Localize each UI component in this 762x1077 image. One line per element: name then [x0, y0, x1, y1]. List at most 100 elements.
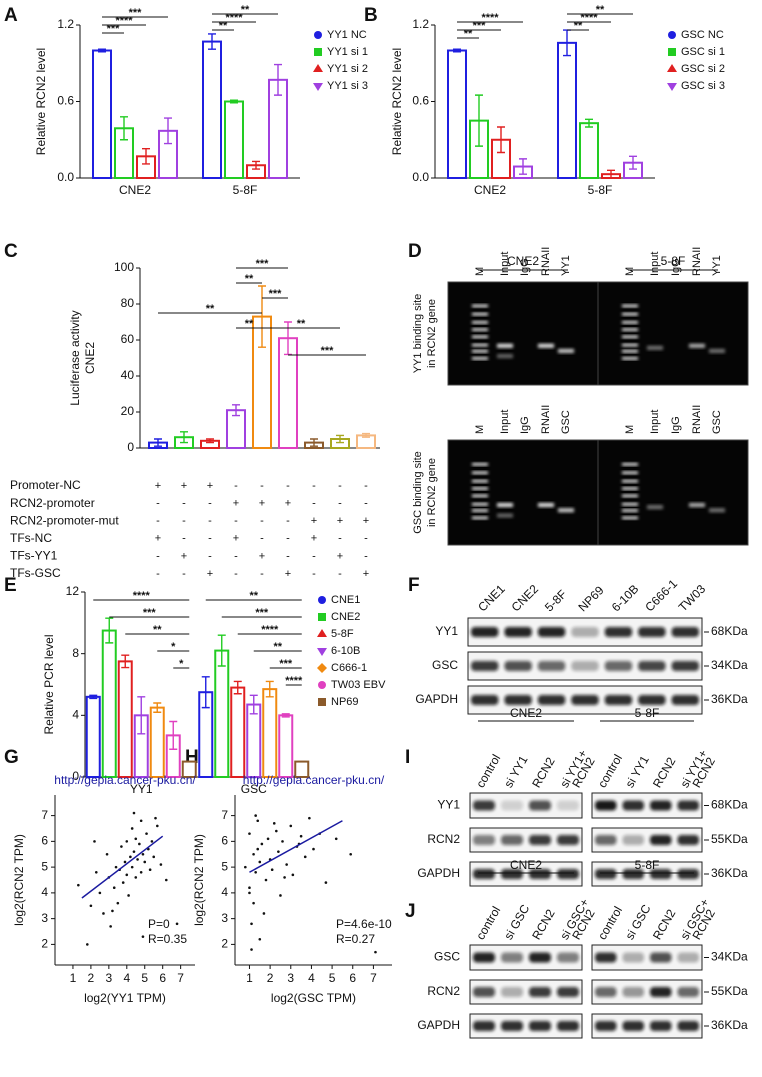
gel-band — [472, 479, 488, 483]
point — [248, 886, 251, 890]
blot-band — [473, 869, 495, 879]
condition-value: - — [312, 498, 316, 510]
point — [114, 865, 118, 869]
error-bar — [120, 116, 128, 141]
blot-band — [595, 987, 617, 997]
blot-band — [677, 987, 699, 997]
point — [145, 832, 148, 835]
significance-label: *** — [143, 607, 157, 619]
gel-band — [472, 312, 488, 316]
x-tick-label: 5 — [141, 971, 148, 985]
condition-value: - — [338, 533, 342, 545]
stat-label: P=0 — [148, 917, 170, 931]
condition-value: + — [181, 550, 187, 562]
legend-label: YY1 si 3 — [327, 80, 368, 92]
legend-marker — [667, 64, 677, 72]
point — [141, 852, 145, 856]
condition-value: - — [338, 480, 342, 492]
legend-label: GSC si 2 — [681, 63, 725, 75]
condition-value: - — [156, 498, 160, 510]
condition-value: - — [338, 568, 342, 580]
significance-label: **** — [115, 15, 133, 27]
gel-band — [622, 343, 638, 347]
row-label: GAPDH — [417, 866, 460, 880]
error-bar — [233, 680, 242, 695]
significance-label: ** — [245, 273, 254, 285]
legend-label: TW03 EBV — [331, 679, 386, 691]
condition-name: TFs-YY1 — [10, 549, 58, 563]
legend-marker — [318, 698, 326, 706]
size-label: 36KDa — [711, 1018, 748, 1032]
gel-band — [647, 345, 663, 350]
significance-label: ** — [297, 318, 306, 330]
gel-band — [622, 335, 638, 339]
error-bar — [230, 99, 238, 104]
gel-band — [689, 503, 705, 507]
blot-band — [650, 987, 672, 997]
blot-band — [622, 1021, 644, 1031]
y-axis-label: Relative RCN2 level — [390, 48, 404, 155]
legend-marker — [318, 681, 326, 689]
gel-band — [472, 335, 488, 339]
bar — [101, 629, 117, 779]
point — [136, 858, 139, 861]
y-tick-label: 80 — [121, 296, 135, 310]
blot-band — [473, 952, 495, 963]
blot-band — [650, 800, 672, 811]
point — [102, 912, 105, 915]
gel-band — [472, 516, 488, 520]
y-axis-label: CNE2 — [83, 342, 97, 374]
size-label: 68KDa — [711, 798, 748, 812]
point — [130, 865, 134, 869]
point — [86, 943, 89, 946]
condition-value: - — [338, 498, 342, 510]
error-bar — [475, 94, 483, 147]
error-bar — [208, 33, 216, 50]
y-tick-label: 0.6 — [412, 94, 429, 108]
point — [248, 891, 251, 895]
gel-band — [622, 479, 638, 483]
blot-band — [529, 835, 551, 845]
significance-label: **** — [261, 624, 279, 636]
condition-value: + — [285, 568, 291, 580]
panel-label: B — [364, 5, 378, 26]
blot-band — [504, 695, 532, 705]
y-tick-label: 5 — [41, 859, 48, 873]
point — [164, 878, 168, 882]
condition-value: - — [234, 515, 238, 527]
error-bar — [585, 118, 593, 128]
blot-band — [537, 695, 566, 705]
gel-band — [472, 487, 488, 490]
row-label: YY1 — [437, 798, 460, 812]
point — [250, 922, 253, 926]
condition-value: - — [286, 480, 290, 492]
row-label: GAPDH — [415, 692, 458, 706]
size-label: 34KDa — [711, 658, 748, 672]
y-tick-label: 4 — [41, 885, 48, 899]
point — [125, 840, 129, 843]
y-tick-label: 60 — [121, 332, 135, 346]
gel-band — [472, 321, 488, 324]
y-tick-label: 40 — [121, 368, 135, 382]
gel-band — [558, 348, 574, 353]
point — [256, 819, 260, 823]
y-tick-label: 5 — [221, 859, 228, 873]
gel-band — [622, 328, 638, 331]
legend-label: GSC NC — [681, 29, 724, 41]
panel-label: A — [4, 5, 18, 26]
condition-value: + — [155, 533, 161, 545]
size-label: 55KDa — [711, 832, 748, 846]
point — [129, 855, 132, 859]
blot-band — [671, 627, 699, 637]
blot-band — [501, 987, 523, 997]
gel-side-label: YY1 binding site — [412, 294, 424, 374]
x-tick-label: 5-8F — [233, 183, 258, 197]
y-tick-label: 6 — [221, 834, 228, 848]
condition-value: - — [156, 568, 160, 580]
error-bar — [336, 434, 344, 444]
point — [175, 922, 179, 926]
blot-band — [557, 987, 579, 997]
bar — [214, 649, 230, 778]
blot-band — [537, 627, 566, 637]
error-bar — [629, 155, 637, 170]
